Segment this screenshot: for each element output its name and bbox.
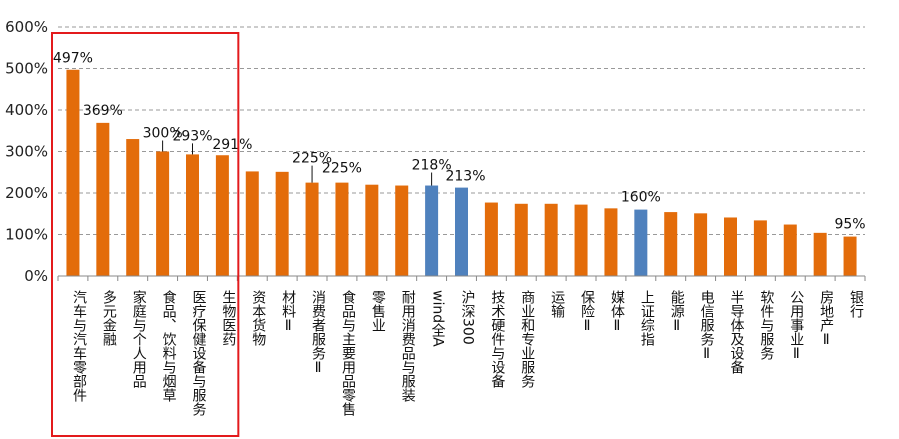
data-label: 225%	[292, 151, 332, 167]
bar	[783, 224, 797, 276]
bar	[126, 139, 140, 276]
x-tick-label: 材料Ⅱ	[280, 290, 296, 334]
bar	[634, 209, 648, 276]
bar	[305, 182, 319, 276]
bar	[574, 204, 588, 276]
data-label: 218%	[412, 158, 452, 174]
x-tick-label: 消费者服务Ⅱ	[310, 290, 326, 376]
y-tick-label: 200%	[5, 184, 48, 202]
bar	[664, 212, 678, 276]
x-tick-label: 商业和专业服务	[519, 290, 535, 388]
y-tick-label: 0%	[24, 267, 48, 285]
bar	[186, 154, 199, 276]
data-label: 95%	[834, 217, 865, 233]
x-tick-label: wind全A	[430, 290, 446, 347]
data-label: 160%	[621, 190, 661, 206]
bar	[604, 208, 618, 276]
x-tick-label: 医疗保健设备与服务	[191, 290, 207, 416]
x-tick-label: 多元金融	[101, 289, 117, 346]
bar	[365, 184, 379, 276]
bar	[335, 182, 349, 276]
x-tick-label: 房地产Ⅱ	[818, 290, 834, 348]
bar	[455, 187, 468, 276]
x-tick-label: 生物医药	[220, 290, 236, 346]
data-label: 213%	[445, 169, 485, 185]
data-labels: 497% 369% 300%293%291% 225%225% 218%213% 160%…	[53, 51, 866, 233]
bar	[215, 155, 229, 276]
bars	[66, 69, 857, 277]
bar	[395, 185, 409, 276]
x-axis	[57, 275, 866, 281]
x-tick-label: 银行	[848, 290, 864, 319]
x-tick-label: 半导体及设备	[729, 290, 745, 374]
x-tick-label: 沪深300	[460, 290, 476, 345]
x-tick-label: 汽车与汽车零部件	[71, 290, 87, 402]
data-label: 497%	[53, 51, 93, 67]
x-tick-label: 电信服务Ⅱ	[699, 290, 715, 362]
bar	[843, 236, 857, 276]
bar	[66, 69, 80, 277]
data-label: 291%	[212, 137, 252, 153]
bar	[484, 202, 498, 276]
y-axis-ticks: 0% 100% 200% 300% 400% 500% 600%	[5, 18, 48, 285]
bar	[96, 122, 110, 277]
x-tick-label: 公用事业Ⅱ	[788, 290, 804, 362]
bar	[245, 171, 259, 276]
y-tick-label: 400%	[5, 101, 48, 119]
x-tick-label: 上证综指	[639, 290, 655, 346]
data-label: 293%	[172, 128, 212, 144]
data-label: 369%	[83, 103, 123, 119]
x-tick-label: 运输	[549, 290, 565, 318]
x-tick-label: 资本货物	[250, 290, 266, 347]
bar	[813, 232, 827, 276]
y-tick-label: 500%	[5, 60, 48, 78]
data-label: 300%	[143, 126, 183, 142]
x-tick-label: 零售业	[370, 290, 386, 332]
x-tick-label: 能源Ⅱ	[669, 290, 685, 334]
x-tick-label: 保险Ⅱ	[579, 290, 595, 334]
y-tick-label: 300%	[5, 143, 48, 161]
category-labels: 汽车与汽车零部件 多元金融 家庭与个人用品 食品、饮料与烟草 医疗保健设备与服务 生物医药…	[71, 289, 864, 416]
bar	[156, 151, 170, 276]
x-tick-label: 食品与主要用品零售	[340, 289, 356, 416]
bar	[275, 171, 289, 276]
data-label: 225%	[322, 161, 362, 177]
y-tick-label: 600%	[5, 18, 48, 36]
x-tick-label: 软件与服务	[758, 290, 774, 360]
x-tick-label: 家庭与个人用品	[131, 289, 147, 388]
x-tick-label: 技术硬件与设备	[489, 290, 505, 388]
x-tick-label: 食品、饮料与烟草	[161, 289, 177, 402]
x-tick-label: 耐用消费品与服装	[400, 290, 416, 402]
bar	[544, 203, 558, 276]
y-tick-label: 100%	[5, 226, 48, 244]
x-tick-label: 媒体Ⅱ	[609, 290, 625, 334]
bar	[514, 203, 528, 276]
bar	[694, 213, 708, 276]
bar	[724, 217, 737, 276]
highlight-box	[51, 32, 240, 437]
bar	[753, 220, 767, 276]
bar	[425, 185, 439, 276]
